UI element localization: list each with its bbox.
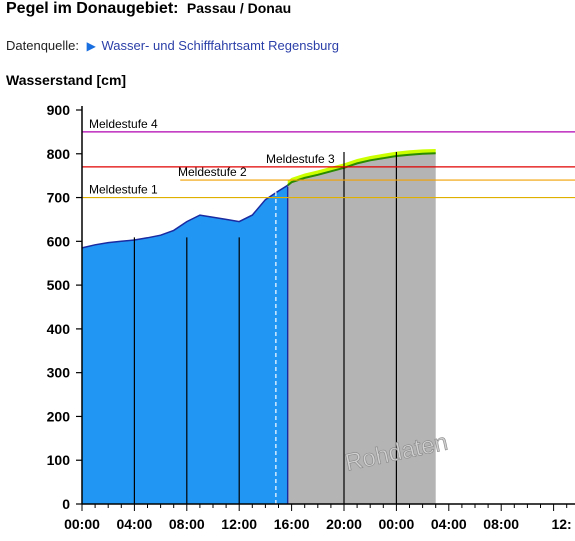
x-tick-label: 16:00 — [274, 516, 310, 532]
y-tick-label: 100 — [47, 452, 71, 468]
y-axis-label: Wasserstand [cm] — [6, 72, 127, 88]
title-prefix: Pegel im Donaugebiet: — [6, 0, 179, 17]
x-tick-label: 00:00 — [64, 516, 100, 532]
y-tick-label: 0 — [62, 496, 70, 512]
x-tick-label: 12: — [551, 516, 571, 532]
y-tick-label: 900 — [47, 102, 71, 118]
forecast-line — [287, 152, 436, 187]
y-tick-label: 200 — [47, 408, 71, 424]
threshold-label: Meldestufe 3 — [266, 152, 335, 166]
x-tick-label: 04:00 — [431, 516, 467, 532]
x-tick-label: 12:00 — [221, 516, 257, 532]
measured-area — [82, 185, 288, 505]
page-title: Pegel im Donaugebiet: Passau / Donau — [6, 0, 291, 18]
threshold-label: Meldestufe 1 — [89, 183, 158, 197]
y-tick-label: 400 — [47, 321, 71, 337]
x-tick-label: 20:00 — [326, 516, 362, 532]
y-tick-label: 300 — [47, 365, 71, 381]
x-tick-label: 08:00 — [483, 516, 519, 532]
y-tick-label: 600 — [47, 233, 71, 249]
source-label: Datenquelle: — [6, 38, 79, 53]
forecast-band — [287, 149, 436, 186]
raw-data-area — [287, 153, 436, 505]
x-tick-label: 08:00 — [169, 516, 205, 532]
play-arrow-icon: ▶ — [86, 39, 96, 53]
x-tick-label: 00:00 — [378, 516, 414, 532]
x-tick-label: 04:00 — [116, 516, 152, 532]
y-tick-label: 800 — [47, 146, 71, 162]
y-tick-label: 500 — [47, 277, 71, 293]
source-link[interactable]: Wasser- und Schifffahrtsamt Regensburg — [101, 38, 339, 53]
threshold-label: Meldestufe 4 — [89, 117, 158, 131]
station-name: Passau / Donau — [186, 0, 292, 16]
y-tick-label: 700 — [47, 190, 71, 206]
data-source: Datenquelle: ▶ Wasser- und Schifffahrtsa… — [6, 38, 339, 53]
threshold-label: Meldestufe 2 — [178, 165, 247, 179]
measured-line — [81, 184, 289, 249]
